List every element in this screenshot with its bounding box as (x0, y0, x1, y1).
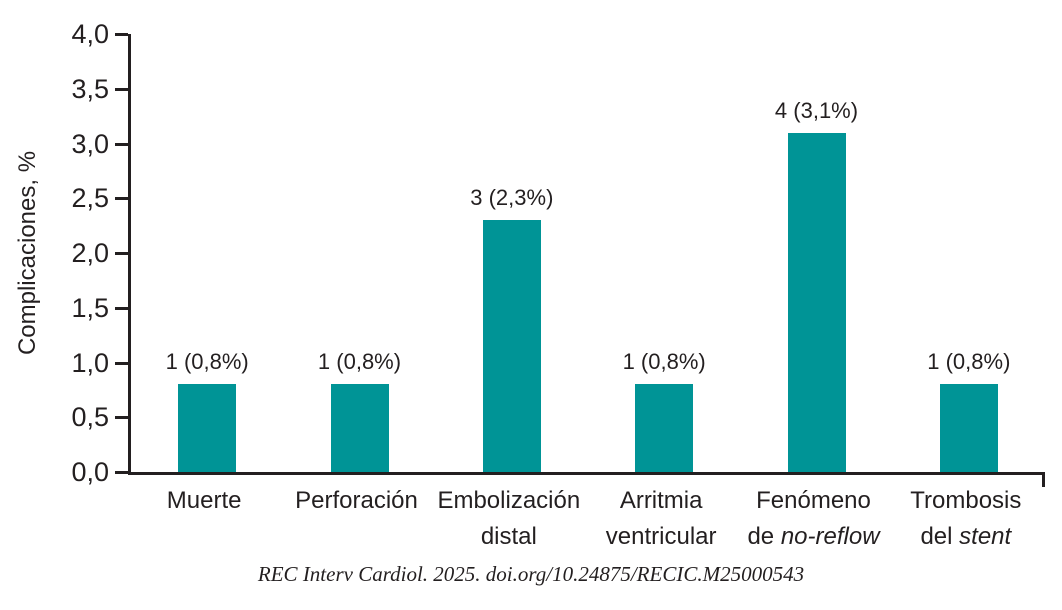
y-tick-mark (115, 197, 128, 201)
bar (178, 384, 237, 472)
x-category-line: de no-reflow (704, 519, 924, 555)
x-category-line: Trombosis (856, 483, 1062, 519)
x-category-text: stent (959, 523, 1012, 550)
bar (482, 220, 541, 472)
x-category-text: distal (480, 523, 537, 550)
bar (787, 132, 846, 472)
x-category-text: del (920, 523, 960, 550)
bar-value-label: 1 (0,8%) (927, 349, 1011, 375)
x-category-text: Arritmia (619, 487, 703, 514)
y-tick-mark (115, 361, 128, 365)
x-category-text: Muerte (166, 487, 242, 514)
bar-value-label: 3 (2,3%) (470, 185, 554, 211)
y-tick-label: 0,5 (71, 402, 109, 433)
x-category-line: distal (399, 519, 619, 555)
bar-value-label: 1 (0,8%) (165, 349, 249, 375)
x-category-text: Perforación (295, 487, 418, 514)
x-category-line: Fenómeno (704, 483, 924, 519)
y-tick-mark (115, 306, 128, 310)
x-category-label: Muerte (94, 483, 314, 519)
x-category-line: Perforación (247, 483, 467, 519)
x-category-line: del stent (856, 519, 1062, 555)
x-category-text: de (747, 523, 781, 550)
bar-value-label: 4 (3,1%) (774, 97, 859, 123)
y-tick-mark (115, 87, 128, 91)
y-tick-label: 2,5 (71, 183, 109, 214)
x-category-line: Muerte (94, 483, 314, 519)
x-category-line: ventricular (551, 519, 771, 555)
y-tick-label: 4,0 (71, 19, 109, 49)
y-tick-label: 1,5 (71, 292, 109, 323)
y-tick-label: 0,0 (71, 457, 109, 487)
bar (635, 384, 694, 472)
plot-area: 1 (0,8%) 1 (0,8%) 3 (2,3%) 1 (0,8%) 4 (3,1%)… (128, 34, 1045, 475)
y-tick-mark (115, 252, 128, 255)
x-category-label: Trombosis del stent (856, 483, 1062, 555)
x-category-label: Arritmia ventricular (551, 483, 771, 555)
x-category-text: Fenómeno (756, 487, 871, 514)
x-axis-end-tick (1042, 474, 1045, 487)
bar (330, 384, 389, 472)
x-category-label: Fenómeno de no-reflow (704, 483, 924, 555)
x-category-line: Arritmia (551, 483, 771, 519)
x-category-label: Perforación (247, 483, 467, 519)
y-tick-label: 3,0 (71, 128, 109, 159)
bar-value-label: 1 (0,8%) (622, 349, 706, 375)
x-category-text: Embolización (437, 487, 581, 514)
x-category-line: Embolización (399, 483, 619, 519)
y-tick-mark (115, 471, 128, 474)
y-tick-mark (115, 142, 128, 146)
x-category-text: Trombosis (910, 487, 1022, 514)
bar-value-label: 1 (0,8%) (317, 349, 402, 375)
x-category-text: no-reflow (780, 523, 880, 550)
y-tick-label: 3,5 (71, 73, 109, 104)
y-tick-mark (115, 416, 128, 420)
y-tick-label: 1,0 (71, 347, 109, 378)
y-tick-label: 2,0 (71, 238, 109, 268)
x-category-label: Embolización distal (399, 483, 619, 555)
bar (939, 384, 998, 472)
y-tick-mark (115, 33, 128, 36)
x-category-text: ventricular (605, 523, 717, 550)
footer-citation: REC Interv Cardiol. 2025. doi.org/10.248… (257, 562, 805, 586)
